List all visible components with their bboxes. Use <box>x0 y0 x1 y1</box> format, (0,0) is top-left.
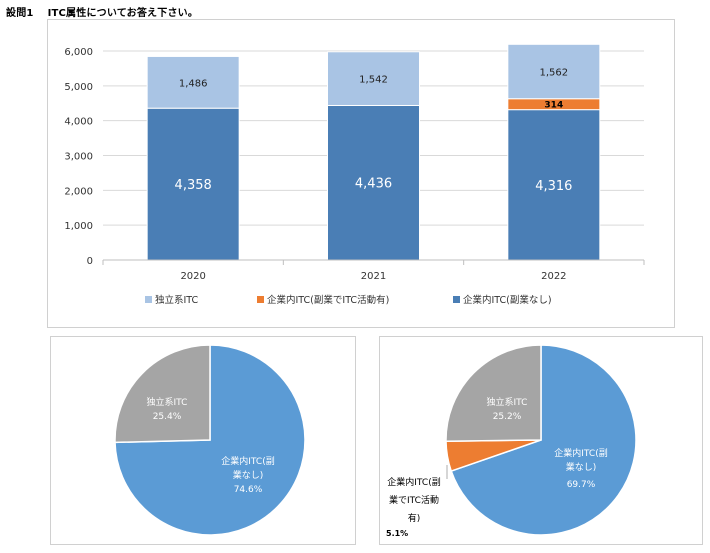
question-number: 設問1 <box>6 8 34 19</box>
bar-segment <box>146 107 240 261</box>
pie-chart-panel-left: 独立系ITC 25.4% 企業内ITC(副 業なし) 74.6% <box>50 336 356 545</box>
x-tick-label: 2020 <box>180 271 205 282</box>
pie-left-independent-pct: 25.4% <box>153 412 182 422</box>
y-tick-label: 4,000 <box>64 117 93 128</box>
legend-label: 独立系ITC <box>155 294 199 306</box>
bar-segment <box>327 104 420 261</box>
bar-segment <box>146 55 240 109</box>
pie-slice <box>450 344 637 536</box>
stacked-bar-chart-panel: 0 1,000 2,000 3,000 4,000 5,000 6,000 4,358 1,48… <box>47 19 675 328</box>
pie-left-noside-pct: 74.6% <box>234 485 263 495</box>
pie-chart-panel-right: 独立系ITC 25.2% 企業内ITC(副 業なし) 69.7% 企業内ITC(… <box>379 336 703 545</box>
pie-right-independent-pct: 25.2% <box>493 412 522 422</box>
pie-right-side-label-3: 有) <box>408 512 421 524</box>
x-tick-label: 2021 <box>361 271 386 282</box>
pie-slice <box>114 344 211 444</box>
y-tick-label: 3,000 <box>64 152 93 163</box>
bar-data-label: 4,436 <box>355 177 392 192</box>
stacked-bar-chart: 0 1,000 2,000 3,000 4,000 5,000 6,000 4,358 1,48… <box>64 43 645 306</box>
pie-slice <box>114 344 306 536</box>
pie-right-side-pct: 5.1% <box>386 529 408 538</box>
pie-slice <box>445 344 542 442</box>
legend-label: 企業内ITC(副業なし) <box>463 294 552 306</box>
pie-left-noside-label-2: 業なし) <box>233 469 264 481</box>
page-title: 設問1 ITC属性についてお答え下さい。 <box>6 4 198 19</box>
bar-data-label: 1,486 <box>179 78 208 89</box>
bar-data-label: 4,358 <box>175 178 212 193</box>
y-tick-label: 6,000 <box>64 47 93 58</box>
bar-segment <box>507 109 601 261</box>
pie-right-noside-pct: 69.7% <box>567 480 596 490</box>
bar-segment <box>507 43 601 100</box>
bar-data-label: 314 <box>544 101 563 111</box>
bar-data-label: 1,562 <box>540 68 569 79</box>
pie-chart-left: 独立系ITC 25.4% 企業内ITC(副 業なし) 74.6% <box>114 344 306 536</box>
legend-swatch <box>453 296 460 303</box>
y-tick-label: 1,000 <box>64 221 93 232</box>
bar-segment <box>327 51 420 106</box>
bar-data-label: 4,316 <box>535 179 572 194</box>
legend-swatch <box>257 296 264 303</box>
pie-right-side-label-1: 企業内ITC(副 <box>387 476 440 488</box>
y-tick-label: 2,000 <box>64 186 93 197</box>
pie-left-noside-label-1: 企業内ITC(副 <box>221 455 274 467</box>
pie-right-independent-label: 独立系ITC <box>487 396 528 408</box>
question-text: ITC属性についてお答え下さい。 <box>47 8 199 19</box>
y-tick-label: 0 <box>87 256 93 267</box>
pie-chart-right: 独立系ITC 25.2% 企業内ITC(副 業なし) 69.7% 企業内ITC(… <box>386 344 637 538</box>
x-tick-label: 2022 <box>541 271 566 282</box>
pie-right-noside-label-1: 企業内ITC(副 <box>554 447 607 459</box>
y-tick-label: 5,000 <box>64 82 93 93</box>
pie-left-independent-label: 独立系ITC <box>147 396 188 408</box>
legend-swatch <box>145 296 152 303</box>
bar-data-label: 1,542 <box>359 75 388 86</box>
pie-right-side-label-2: 業でITC活動 <box>389 494 439 506</box>
pie-right-noside-label-2: 業なし) <box>566 461 597 473</box>
legend-label: 企業内ITC(副業でITC活動有) <box>267 294 389 306</box>
